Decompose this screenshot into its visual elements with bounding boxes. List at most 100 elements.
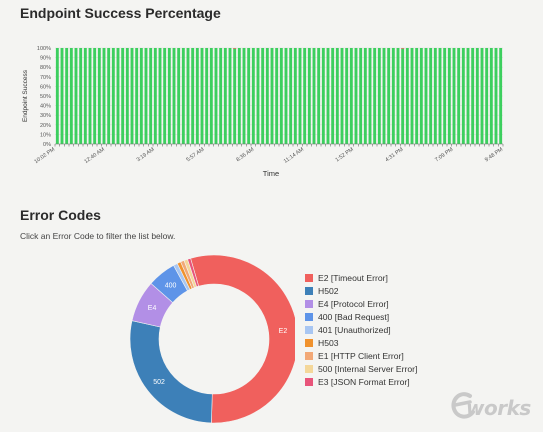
success-bar (135, 48, 139, 144)
success-bar (298, 48, 302, 144)
legend-swatch (305, 300, 313, 309)
error-tip (233, 48, 237, 49)
legend-item-e3[interactable]: E3 [JSON Format Error] (305, 375, 417, 388)
success-bar (284, 48, 288, 144)
success-bar (321, 48, 325, 144)
legend-swatch (305, 338, 313, 347)
legend-swatch (305, 377, 313, 386)
success-bar (279, 48, 283, 144)
donut-slice-h502[interactable] (130, 320, 213, 424)
success-bar (452, 48, 456, 144)
success-bar (387, 48, 391, 144)
success-bar (447, 48, 451, 144)
success-bar (247, 48, 251, 144)
legend-item-401[interactable]: 401 [Unauthorized] (305, 324, 417, 337)
success-bar (158, 48, 162, 144)
success-bar (205, 48, 209, 144)
success-bar (349, 48, 353, 144)
success-bar (233, 48, 237, 144)
watermark-text: works (466, 396, 531, 420)
error-codes-legend: E2 [Timeout Error] H502 E4 [Protocol Error… (305, 272, 417, 388)
legend-item-e2[interactable]: E2 [Timeout Error] (305, 272, 417, 285)
success-bar (144, 48, 148, 144)
legend-item-h503[interactable]: H503 (305, 336, 417, 349)
x-tick-label: 9:48 PM (484, 146, 505, 163)
success-bar (195, 48, 199, 144)
donut-slice-label: 502 (153, 379, 165, 386)
success-bar (312, 48, 316, 144)
legend-item-e1[interactable]: E1 [HTTP Client Error] (305, 349, 417, 362)
success-bar (275, 48, 279, 144)
success-bar (139, 48, 143, 144)
success-bar (377, 48, 381, 144)
y-tick-label: 20% (40, 123, 51, 129)
legend-item-400[interactable]: 400 [Bad Request] (305, 311, 417, 324)
x-tick-label: 8:36 AM (235, 146, 255, 163)
x-tick-label: 12:40 AM (83, 146, 106, 164)
x-axis-title: Time (263, 169, 279, 178)
success-bar (167, 48, 171, 144)
donut-slice-label: 400 (165, 282, 177, 289)
error-codes-instructions: Click an Error Code to filter the list b… (20, 231, 176, 241)
success-bar (485, 48, 489, 144)
error-codes-donut-chart[interactable]: E2 502 E4 400 (130, 250, 295, 425)
y-tick-label: 30% (40, 113, 51, 119)
success-bar (55, 48, 59, 144)
success-bar (88, 48, 92, 144)
success-bar (191, 48, 195, 144)
legend-label: E2 [Timeout Error] (318, 273, 388, 284)
legend-label: 400 [Bad Request] (318, 312, 390, 323)
success-bar (60, 48, 64, 144)
y-tick-label: 70% (40, 75, 51, 81)
success-bar (471, 48, 475, 144)
success-chart-title: Endpoint Success Percentage (20, 5, 221, 21)
success-bar (97, 48, 101, 144)
error-tip (401, 48, 405, 49)
legend-label: 500 [Internal Server Error] (318, 363, 418, 374)
success-bar (410, 48, 414, 144)
x-tick-label: 10:02 PM (33, 146, 56, 165)
legend-label: E4 [Protocol Error] (318, 299, 389, 310)
success-bar (345, 48, 349, 144)
success-bar (317, 48, 321, 144)
y-tick-label: 90% (40, 56, 51, 62)
success-bar (163, 48, 167, 144)
x-tick-label: 3:19 AM (136, 146, 156, 163)
success-bar (405, 48, 409, 144)
success-bar (265, 48, 269, 144)
success-bar (466, 48, 470, 144)
success-bar (419, 48, 423, 144)
x-tick-label: 5:57 AM (186, 146, 206, 163)
success-bar (457, 48, 461, 144)
success-bar (303, 48, 307, 144)
y-axis-title: Endpoint Success (22, 69, 29, 122)
success-bar (443, 48, 447, 144)
legend-item-h502[interactable]: H502 (305, 285, 417, 298)
success-bar (251, 48, 255, 144)
success-bar (153, 48, 157, 144)
donut-slice-e3[interactable] (187, 257, 200, 288)
legend-label: E1 [HTTP Client Error] (318, 350, 404, 361)
success-bar (172, 48, 176, 144)
legend-label: 401 [Unauthorized] (318, 325, 391, 335)
legend-item-e4[interactable]: E4 [Protocol Error] (305, 298, 417, 311)
success-bar (326, 48, 330, 144)
success-bar (415, 48, 419, 144)
success-bar (237, 48, 241, 144)
success-bar (401, 48, 405, 144)
y-tick-label: 0% (43, 142, 51, 148)
success-bar (181, 48, 185, 144)
donut-slice-e2[interactable] (190, 254, 295, 424)
success-bar (65, 48, 69, 144)
success-bar (438, 48, 442, 144)
success-bar (130, 48, 134, 144)
success-bar (475, 48, 479, 144)
legend-item-500[interactable]: 500 [Internal Server Error] (305, 362, 417, 375)
success-bar (494, 48, 498, 144)
success-bar (391, 48, 395, 144)
x-tick-label: 4:31 PM (384, 146, 405, 163)
success-bar (424, 48, 428, 144)
legend-swatch (305, 287, 313, 296)
success-bar (293, 48, 297, 144)
success-bar (242, 48, 246, 144)
